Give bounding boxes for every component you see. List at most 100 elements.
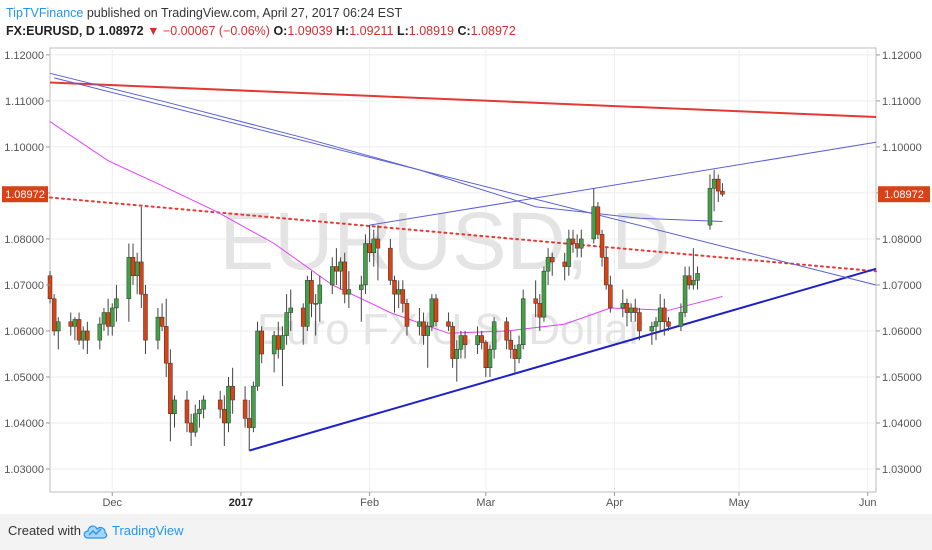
candle-body bbox=[280, 335, 285, 350]
trend-line-red-resistance bbox=[49, 81, 877, 118]
candle-body bbox=[288, 307, 293, 313]
candle-body bbox=[479, 335, 484, 343]
candle-body bbox=[276, 335, 281, 350]
interval-label: D bbox=[85, 24, 95, 38]
published-text: published on TradingView.com, April 27, … bbox=[86, 6, 403, 20]
candle-body bbox=[491, 321, 497, 350]
candle-body bbox=[101, 312, 107, 325]
candle-body bbox=[371, 238, 377, 253]
candle-body bbox=[271, 335, 277, 355]
candle-body bbox=[56, 321, 61, 332]
candle-body bbox=[172, 399, 177, 415]
candle-body bbox=[716, 178, 721, 192]
candle-body bbox=[159, 316, 165, 327]
x-tick-label: Apr bbox=[606, 497, 623, 509]
tradingview-cloud-icon bbox=[83, 525, 108, 539]
candle-body bbox=[338, 261, 343, 272]
x-tick-label: May bbox=[729, 497, 750, 509]
x-tick-label: Dec bbox=[102, 497, 122, 509]
candle-body bbox=[657, 307, 663, 323]
candle-body bbox=[163, 326, 169, 364]
high-value: 1.09211 bbox=[349, 24, 394, 38]
candle-body bbox=[230, 385, 235, 401]
candle-body bbox=[334, 266, 339, 272]
candle-body bbox=[508, 339, 513, 350]
last-price-label: 1.08972 bbox=[98, 24, 144, 38]
candle-body bbox=[433, 298, 439, 323]
last-price-tag-right bbox=[878, 186, 930, 203]
drawn-lines bbox=[49, 72, 877, 452]
y-tick-label: 1.11000 bbox=[882, 96, 921, 108]
candle-body bbox=[579, 238, 584, 249]
trend-line-red-dotted-trend bbox=[49, 196, 877, 273]
candle-body bbox=[130, 257, 136, 277]
y-tick-label: 1.11000 bbox=[5, 96, 44, 108]
trend-line-long-downtrend bbox=[54, 77, 877, 286]
candle-body bbox=[628, 307, 634, 313]
candle-body bbox=[309, 280, 314, 304]
candle-body bbox=[251, 385, 256, 428]
candle-body bbox=[85, 330, 90, 341]
price-chart[interactable]: EURUSD, D Euro FX/U.S. Dollar 1.12000 1.1… bbox=[0, 44, 932, 514]
last-price-tag-left bbox=[2, 186, 48, 203]
candle-body bbox=[246, 418, 252, 428]
candle-body bbox=[620, 303, 626, 309]
y-tick-label: 1.04000 bbox=[4, 418, 44, 430]
close-label: C: bbox=[457, 24, 471, 38]
candle-body bbox=[193, 413, 198, 433]
candle-body bbox=[549, 257, 555, 263]
candle-body bbox=[114, 298, 119, 309]
candle-body bbox=[72, 319, 78, 327]
y-tick-label: 1.06000 bbox=[4, 326, 44, 338]
trend-line-moving-average-long bbox=[49, 72, 723, 222]
candle-body bbox=[653, 321, 659, 327]
candle-body bbox=[637, 312, 642, 332]
candle-body bbox=[595, 206, 601, 235]
y-tick-label: 1.10000 bbox=[4, 142, 44, 154]
y-tick-label: 1.03000 bbox=[4, 464, 44, 476]
candle-body bbox=[666, 321, 671, 327]
candle-body bbox=[359, 284, 364, 290]
high-label: H: bbox=[336, 24, 350, 38]
candle-body bbox=[47, 275, 53, 300]
candle-body bbox=[533, 298, 538, 304]
down-arrow-icon: ▼ bbox=[147, 24, 160, 38]
candle-body bbox=[305, 280, 310, 327]
candle-body bbox=[541, 270, 547, 318]
candle-body bbox=[367, 243, 372, 253]
candle-body bbox=[255, 330, 260, 387]
tradingview-link[interactable]: TradingView bbox=[112, 523, 184, 538]
open-value: 1.09039 bbox=[287, 24, 333, 38]
candle-body bbox=[242, 399, 248, 419]
change-label: −0.00067 (−0.06%) bbox=[162, 24, 270, 38]
candle-body bbox=[168, 362, 173, 415]
symbol-label: FX:EURUSD, bbox=[6, 24, 83, 38]
candle-body bbox=[139, 261, 144, 295]
y-tick-label: 1.04000 bbox=[882, 418, 922, 430]
candle-body bbox=[462, 335, 468, 346]
y-tick-label: 1.08000 bbox=[4, 234, 44, 246]
watermark-subtitle: Euro FX/U.S. Dollar bbox=[257, 305, 643, 354]
candle-body bbox=[404, 303, 410, 327]
candle-body bbox=[545, 257, 551, 272]
close-value: 1.08972 bbox=[470, 24, 516, 38]
candle-body bbox=[300, 307, 306, 327]
candle-body bbox=[188, 422, 194, 433]
candle-body bbox=[608, 284, 613, 309]
candle-body bbox=[346, 289, 352, 295]
publisher-name[interactable]: TipTVFinance bbox=[6, 6, 84, 20]
y-tick-label: 1.08000 bbox=[882, 234, 922, 246]
trend-line-support-trend bbox=[248, 267, 877, 452]
candle-body bbox=[51, 298, 57, 332]
candle-body bbox=[520, 298, 526, 346]
candle-body bbox=[603, 257, 609, 286]
x-axis: Dec 2017 Feb Mar Apr May Jun bbox=[102, 492, 877, 509]
candle-body bbox=[566, 238, 572, 267]
candle-body bbox=[691, 280, 696, 286]
candle-body bbox=[662, 307, 667, 323]
candle-body bbox=[363, 243, 368, 286]
candle-body bbox=[126, 257, 132, 300]
candle-body bbox=[342, 261, 347, 295]
candle-body bbox=[475, 335, 480, 346]
y-tick-label: 1.03000 bbox=[882, 464, 922, 476]
